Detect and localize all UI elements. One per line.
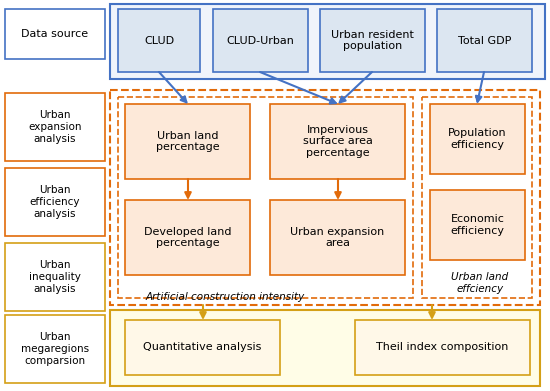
Bar [5, 9, 105, 59]
Bar [355, 320, 530, 375]
Bar [270, 200, 405, 275]
Bar [213, 9, 308, 72]
Bar [422, 97, 532, 298]
Bar [437, 9, 532, 72]
Text: Impervious
surface area
percentage: Impervious surface area percentage [302, 125, 372, 158]
Text: Urban
inequality
analysis: Urban inequality analysis [29, 260, 81, 294]
Bar [125, 200, 250, 275]
Bar [430, 190, 525, 260]
Text: Theil index composition: Theil index composition [376, 343, 509, 353]
Text: Urban land
percentage: Urban land percentage [156, 131, 219, 152]
Text: Artificial construction intensity: Artificial construction intensity [145, 292, 305, 302]
Text: Urban
efficiency
analysis: Urban efficiency analysis [30, 185, 80, 219]
Bar [320, 9, 425, 72]
Bar [125, 104, 250, 179]
Bar [5, 243, 105, 311]
Bar [5, 315, 105, 383]
Bar [270, 104, 405, 179]
Text: Total GDP: Total GDP [458, 36, 511, 45]
Text: CLUD: CLUD [144, 36, 174, 45]
Bar [5, 168, 105, 236]
Text: Economic
efficiency: Economic efficiency [450, 214, 504, 236]
Text: Urban resident
population: Urban resident population [331, 30, 414, 51]
Bar [110, 90, 540, 305]
Bar [118, 9, 200, 72]
Bar [118, 97, 413, 298]
Bar [110, 310, 540, 386]
Text: Population
efficiency: Population efficiency [448, 128, 507, 150]
Bar [110, 4, 545, 79]
Bar [430, 104, 525, 174]
Text: Quantitative analysis: Quantitative analysis [144, 343, 262, 353]
Bar [125, 320, 280, 375]
Text: Urban land
effciency: Urban land effciency [452, 272, 509, 294]
Text: CLUD-Urban: CLUD-Urban [227, 36, 294, 45]
Text: Urban
megaregions
comparsion: Urban megaregions comparsion [21, 332, 89, 366]
Text: Urban expansion
area: Urban expansion area [290, 227, 384, 248]
Text: Urban
expansion
analysis: Urban expansion analysis [28, 110, 82, 143]
Text: Developed land
percentage: Developed land percentage [144, 227, 231, 248]
Text: Data source: Data source [21, 29, 89, 39]
Bar [5, 93, 105, 161]
